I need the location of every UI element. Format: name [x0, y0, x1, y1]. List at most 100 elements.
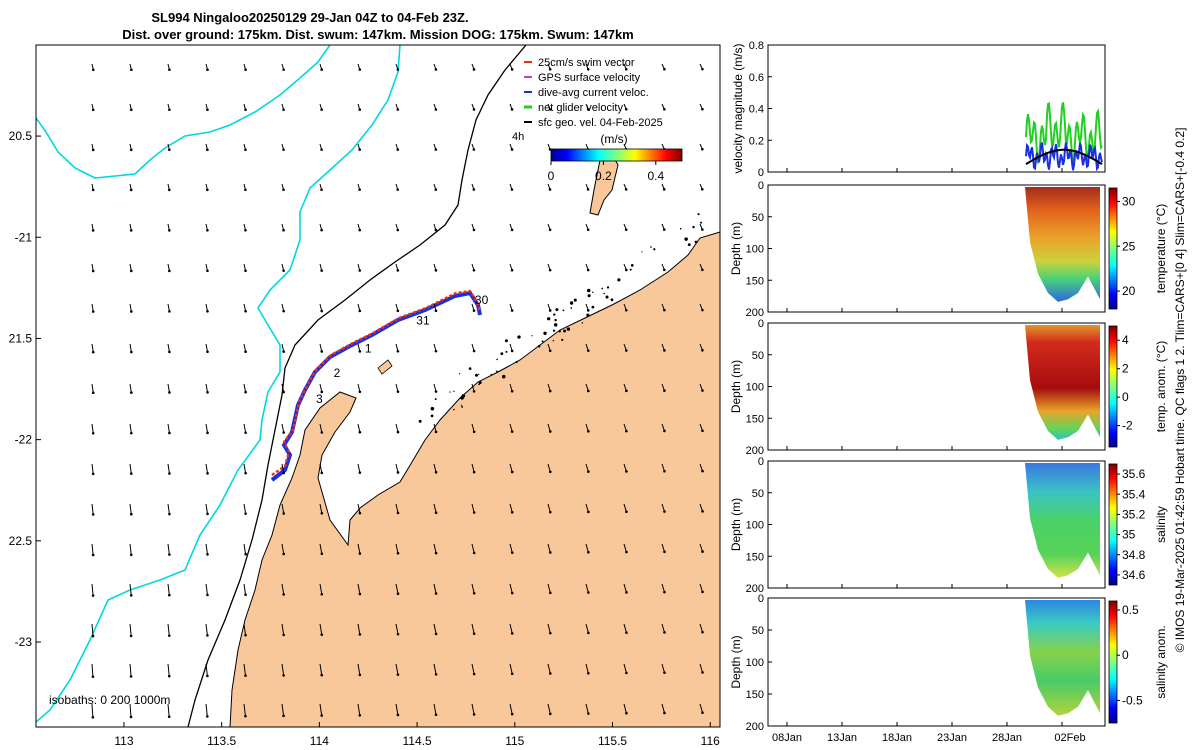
panel-colorbar-label: temperature (°C) — [1154, 204, 1168, 294]
velocity-vector-head — [625, 308, 628, 312]
velocity-vector-head — [320, 552, 324, 556]
reef-dot — [517, 335, 521, 339]
velocity-vector — [433, 503, 437, 513]
velocity-vector-head — [168, 310, 171, 313]
velocity-vector-head — [282, 633, 285, 637]
velocity-vector-head — [548, 68, 552, 71]
velocity-vector-head — [358, 471, 362, 474]
velocity-vector — [205, 503, 209, 514]
reef-dot — [554, 318, 557, 322]
map-x-tick-label: 113.5 — [207, 734, 236, 748]
velocity-vector-head — [548, 108, 552, 111]
reef-dot — [641, 251, 643, 253]
velocity-vector — [167, 623, 170, 636]
panel-y-label: Depth (m) — [729, 222, 743, 275]
velocity-vector-head — [663, 349, 666, 352]
velocity-vector-head — [168, 512, 171, 516]
velocity-vector-head — [91, 148, 95, 152]
velocity-vector-head — [548, 672, 552, 675]
velocity-vector-head — [701, 630, 704, 634]
reef-dot — [563, 329, 566, 333]
velocity-vector-head — [434, 309, 438, 313]
legend-label-swim: 25cm/s swim vector — [538, 57, 635, 69]
panel-y-tick-label: 50 — [752, 212, 764, 224]
velocity-vector-head — [320, 511, 324, 515]
velocity-vector-head — [510, 268, 514, 272]
velocity-vector-head — [701, 469, 704, 473]
velocity-vector-head — [168, 68, 171, 72]
velocity-vector — [319, 463, 323, 473]
velocity-vector-head — [320, 471, 324, 475]
panel-colorbar-tick-label: -2 — [1122, 419, 1133, 433]
velocity-vector-head — [472, 349, 476, 353]
velocity-vector-head — [472, 632, 476, 635]
reef-dot — [474, 373, 478, 377]
velocity-vector-head — [396, 309, 400, 313]
velocity-vector-head — [625, 631, 628, 634]
map-colorbar-tick-label: 0 — [548, 169, 555, 183]
panel-colorbar-tick-label: 35.2 — [1122, 507, 1146, 521]
panel-colorbar-tick-label: 30 — [1122, 194, 1136, 208]
velocity-vector-head — [434, 672, 438, 676]
reef-dot — [430, 406, 435, 411]
panel-y-tick-label: 0 — [758, 167, 764, 179]
velocity-vector-head — [472, 591, 476, 595]
velocity-vector-head — [396, 673, 400, 676]
velocity-vector-head — [206, 188, 209, 192]
velocity-vector-head — [244, 471, 247, 475]
panel-colorbar-tick-label: 2 — [1122, 362, 1129, 376]
reef-dot — [697, 213, 700, 216]
velocity-vector — [205, 383, 209, 393]
velocity-vector — [661, 503, 665, 512]
velocity-vector-head — [586, 228, 590, 232]
velocity-vector-head — [282, 269, 285, 272]
velocity-vector-head — [587, 510, 590, 514]
velocity-vector-head — [206, 512, 209, 516]
map-y-tick-label: -21 — [15, 230, 33, 244]
velocity-vector-head — [206, 472, 209, 475]
velocity-vector — [395, 663, 399, 675]
velocity-vector-head — [91, 310, 95, 313]
velocity-vector-head — [129, 512, 133, 516]
velocity-vector-head — [91, 68, 95, 72]
panel-y-tick-label: 100 — [746, 244, 764, 256]
panel-colorbar-tick-label: -0.5 — [1122, 693, 1143, 707]
velocity-vector-head — [472, 672, 476, 676]
velocity-vector — [623, 703, 627, 714]
velocity-vector-head — [510, 430, 514, 433]
velocity-vector-head — [472, 390, 476, 393]
velocity-vector — [205, 543, 208, 555]
velocity-vector-head — [167, 188, 171, 192]
velocity-vector-head — [358, 713, 362, 717]
velocity-vector — [243, 703, 246, 717]
velocity-vector-head — [91, 269, 95, 273]
reef-dot — [566, 327, 571, 331]
velocity-vector — [91, 543, 94, 556]
velocity-vector — [471, 663, 475, 675]
velocity-vector — [205, 703, 208, 717]
reef-dot — [461, 405, 464, 408]
velocity-vector-head — [282, 108, 285, 111]
velocity-vector-head — [358, 309, 362, 313]
panel-colorbar-tick-label: 35.4 — [1122, 487, 1146, 501]
panel-y-tick-label: 0 — [758, 456, 764, 468]
velocity-vector-head — [167, 715, 171, 718]
reef-dot — [692, 225, 695, 229]
velocity-vector-head — [91, 553, 95, 557]
velocity-vector — [661, 703, 665, 714]
velocity-vector-head — [586, 349, 590, 352]
reef-dot — [617, 278, 621, 282]
profile-panel: 0 0.2 0.4 0.6 0.8 velocity magnitude (m/s) — [731, 40, 1106, 179]
velocity-vector-head — [130, 391, 133, 394]
velocity-vector-head — [586, 309, 590, 312]
velocity-vector-head — [586, 188, 590, 191]
velocity-vector-head — [129, 634, 133, 638]
velocity-vector-head — [320, 148, 323, 151]
reef-dot — [459, 373, 461, 375]
velocity-vector-head — [434, 188, 438, 191]
velocity-vector-head — [91, 188, 95, 192]
legend-label-dive: dive-avg current veloc. — [538, 87, 649, 99]
velocity-vector — [129, 463, 132, 474]
velocity-vector — [547, 663, 551, 674]
title-line-1: SL994 Ningaloo20250129 29-Jan 04Z to 04-… — [151, 10, 468, 25]
